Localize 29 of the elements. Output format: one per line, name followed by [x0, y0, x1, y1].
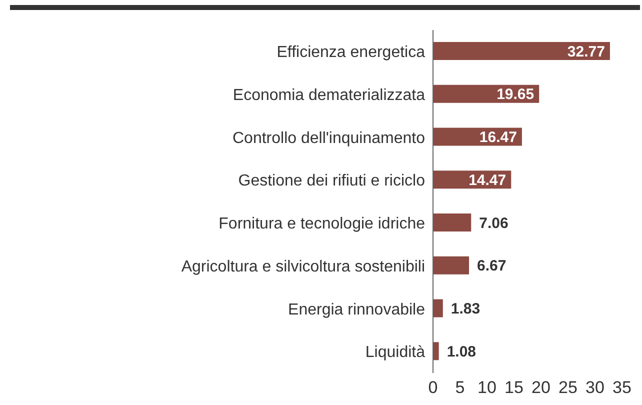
data-label: 16.47: [479, 129, 517, 146]
y-tick-label: Efficienza energetica: [276, 44, 426, 62]
x-tick-label: 15: [504, 378, 524, 398]
y-tick-label: Controllo dell'inquinamento: [232, 130, 426, 147]
y-tick-label: Economia dematerializzata: [232, 86, 426, 104]
data-label: 6.67: [477, 258, 506, 275]
data-label: 1.08: [446, 343, 476, 360]
bar: [433, 256, 470, 274]
x-tick-label: 30: [586, 378, 604, 398]
bar: [433, 342, 439, 360]
y-tick-label: Fornitura e tecnologie idriche: [218, 216, 426, 233]
x-tick-label: 25: [558, 378, 578, 398]
data-label: 19.65: [496, 86, 534, 104]
y-tick-label: Gestione dei rifiuti e riciclo: [238, 172, 426, 190]
data-label: 14.47: [468, 172, 506, 189]
x-tick-label: 10: [478, 378, 496, 398]
x-tick-label: 20: [532, 378, 550, 398]
y-tick-label: Energia rinnovabile: [288, 301, 426, 318]
bar: [433, 299, 443, 318]
data-label: 1.83: [450, 300, 480, 318]
x-tick-label: 0: [428, 378, 438, 398]
y-tick-label: Liquidità: [365, 344, 426, 362]
data-label: 32.77: [567, 43, 605, 60]
data-label: 7.06: [479, 214, 508, 232]
bar: [433, 42, 610, 60]
x-tick-label: 35: [612, 378, 632, 398]
x-tick-label: 5: [455, 378, 465, 398]
y-tick-label: Agricoltura e silvicoltura sostenibili: [181, 258, 425, 276]
bar: [433, 214, 472, 232]
